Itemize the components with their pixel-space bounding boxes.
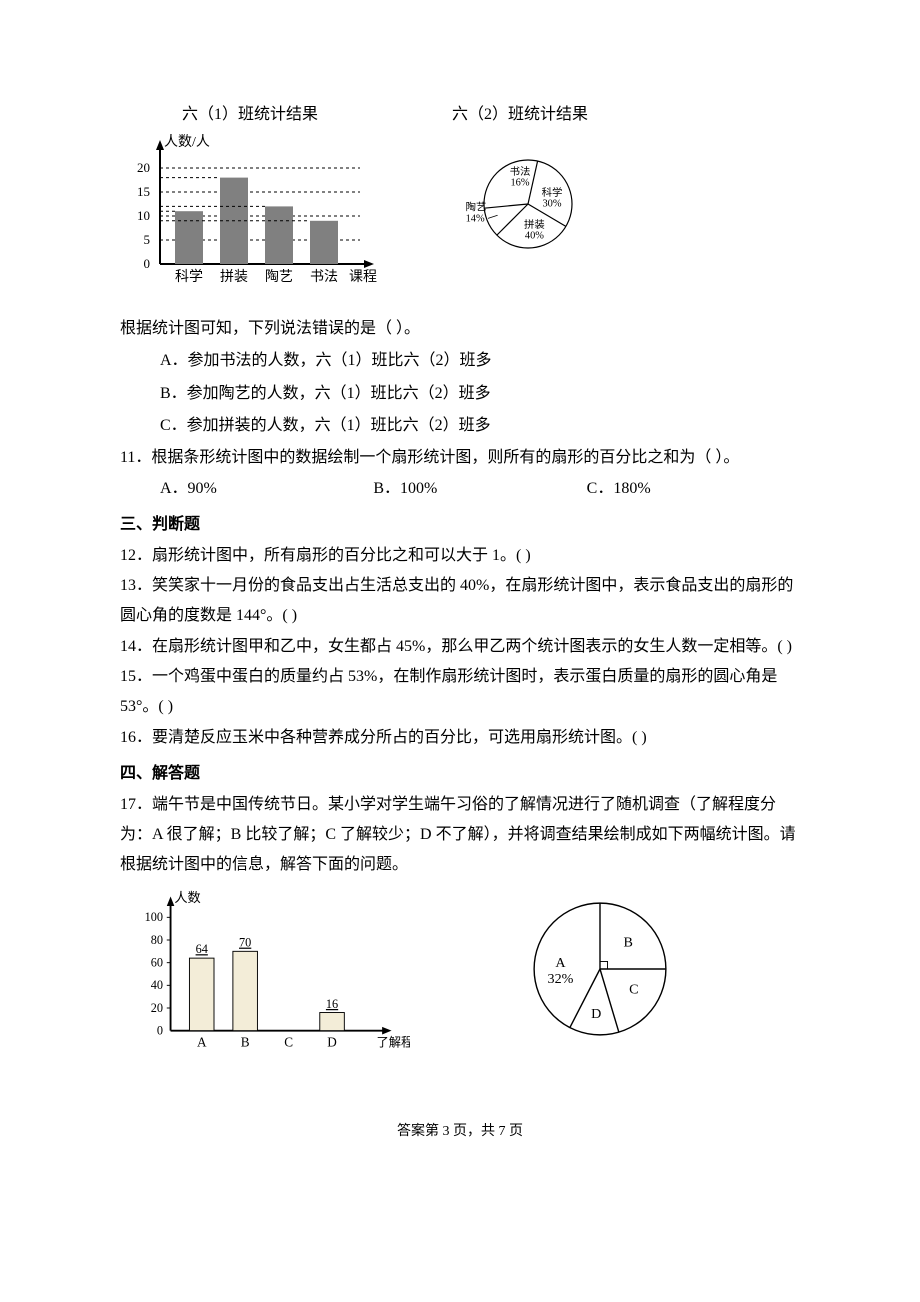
bar2-valuelabels: 64 70 16 bbox=[196, 935, 339, 1010]
q11-opt-b: B．100% bbox=[373, 474, 586, 504]
svg-text:D: D bbox=[591, 1006, 601, 1022]
q11-opt-a: A．90% bbox=[160, 474, 373, 504]
svg-text:70: 70 bbox=[239, 935, 251, 949]
svg-text:80: 80 bbox=[151, 933, 163, 947]
q11-stem: 11．根据条形统计图中的数据绘制一个扇形统计图，则所有的扇形的百分比之和为（ ）… bbox=[120, 443, 800, 473]
bar2-bars bbox=[189, 951, 344, 1030]
q11-options: A．90% B．100% C．180% bbox=[120, 474, 800, 504]
pie2-labels: A 32% B C D bbox=[548, 934, 639, 1022]
bar2-xlabels: A B C D 了解程度 bbox=[197, 1035, 410, 1050]
svg-text:16: 16 bbox=[326, 997, 338, 1011]
q13: 13．笑笑家十一月份的食品支出占生活总支出的 40%，在扇形统计图中，表示食品支… bbox=[120, 571, 800, 632]
svg-text:书法: 书法 bbox=[310, 269, 338, 285]
q10-charts: 六（1）班统计结果 人数/人 0 5 10 bbox=[120, 100, 800, 306]
bar-chart-2: 人数 0 20 40 60 80 100 bbox=[120, 889, 410, 1059]
q10-opt-c: C．参加拼装的人数，六（1）班比六（2）班多 bbox=[120, 411, 800, 441]
q10-intro: 根据统计图可知，下列说法错误的是（ ）。 bbox=[120, 314, 800, 344]
q12: 12．扇形统计图中，所有扇形的百分比之和可以大于 1。( ) bbox=[120, 541, 800, 571]
svg-text:15: 15 bbox=[137, 184, 150, 199]
svg-text:100: 100 bbox=[145, 910, 163, 924]
svg-text:C: C bbox=[629, 981, 638, 997]
q10-opt-b: B．参加陶艺的人数，六（1）班比六（2）班多 bbox=[120, 379, 800, 409]
page-footer: 答案第 3 页，共 7 页 bbox=[120, 1119, 800, 1146]
svg-text:科学: 科学 bbox=[175, 269, 203, 285]
pie-chart-1-title: 六（2）班统计结果 bbox=[440, 100, 600, 130]
svg-text:14%: 14% bbox=[466, 214, 485, 225]
pie-chart-1-block: 六（2）班统计结果 书法 16% bbox=[440, 100, 600, 306]
bar-chart-1: 人数/人 0 5 10 15 20 bbox=[120, 134, 380, 294]
svg-text:陶艺: 陶艺 bbox=[466, 201, 487, 214]
q16: 16．要清楚反应玉米中各种营养成分所占的百分比，可选用扇形统计图。( ) bbox=[120, 723, 800, 753]
svg-text:64: 64 bbox=[196, 942, 208, 956]
bar1-ylabel: 人数/人 bbox=[164, 134, 210, 150]
svg-text:了解程度: 了解程度 bbox=[376, 1035, 410, 1050]
svg-text:0: 0 bbox=[157, 1023, 163, 1037]
q11-opt-c: C．180% bbox=[587, 474, 800, 504]
svg-text:20: 20 bbox=[137, 160, 150, 175]
svg-text:5: 5 bbox=[144, 232, 151, 247]
section-3-heading: 三、判断题 bbox=[120, 510, 800, 540]
bar-chart-1-block: 六（1）班统计结果 人数/人 0 5 10 bbox=[120, 100, 380, 306]
svg-text:拼装: 拼装 bbox=[524, 218, 545, 231]
svg-text:40%: 40% bbox=[525, 231, 544, 242]
svg-text:A: A bbox=[197, 1035, 207, 1050]
q10-opt-a: A．参加书法的人数，六（1）班比六（2）班多 bbox=[120, 346, 800, 376]
q15: 15．一个鸡蛋中蛋白的质量约占 53%，在制作扇形统计图时，表示蛋白质量的扇形的… bbox=[120, 662, 800, 723]
svg-text:书法: 书法 bbox=[510, 166, 531, 179]
svg-text:科学: 科学 bbox=[542, 186, 563, 199]
bar-chart-1-title: 六（1）班统计结果 bbox=[120, 100, 380, 130]
svg-text:陶艺: 陶艺 bbox=[265, 269, 293, 285]
svg-text:课程: 课程 bbox=[349, 269, 377, 285]
pie-chart-1: 书法 16% 科学 30% 拼装 40% 陶艺 14% bbox=[440, 134, 600, 274]
bar1-xlabels: 科学 拼装 陶艺 书法 课程 bbox=[175, 269, 377, 285]
pie2-group: A 32% B C D bbox=[534, 903, 666, 1035]
pie1-group: 书法 16% 科学 30% 拼装 40% 陶艺 14% bbox=[466, 160, 572, 248]
svg-text:A: A bbox=[555, 955, 566, 971]
svg-text:B: B bbox=[241, 1035, 250, 1050]
svg-text:拼装: 拼装 bbox=[220, 269, 248, 285]
q14: 14．在扇形统计图甲和乙中，女生都占 45%，那么甲乙两个统计图表示的女生人数一… bbox=[120, 632, 800, 662]
svg-text:40: 40 bbox=[151, 978, 163, 992]
svg-text:C: C bbox=[284, 1035, 293, 1050]
page: 六（1）班统计结果 人数/人 0 5 10 bbox=[0, 0, 920, 1205]
svg-text:0: 0 bbox=[144, 256, 151, 271]
svg-text:D: D bbox=[327, 1035, 337, 1050]
svg-text:30%: 30% bbox=[542, 199, 561, 210]
pie1-labels: 书法 16% 科学 30% 拼装 40% 陶艺 14% bbox=[466, 166, 563, 242]
pie-chart-2: A 32% B C D bbox=[510, 889, 690, 1049]
section-4-heading: 四、解答题 bbox=[120, 759, 800, 789]
svg-text:16%: 16% bbox=[510, 178, 529, 189]
bar2-yticks: 0 20 40 60 80 100 bbox=[145, 910, 171, 1037]
svg-text:10: 10 bbox=[137, 208, 150, 223]
svg-text:B: B bbox=[624, 934, 633, 950]
bar2-ylabel: 人数 bbox=[174, 890, 200, 905]
svg-text:20: 20 bbox=[151, 1001, 163, 1015]
q17-charts: 人数 0 20 40 60 80 100 bbox=[120, 889, 800, 1059]
svg-text:60: 60 bbox=[151, 955, 163, 969]
q17: 17．端午节是中国传统节日。某小学对学生端午习俗的了解情况进行了随机调查（了解程… bbox=[120, 790, 800, 881]
svg-text:32%: 32% bbox=[548, 971, 574, 987]
